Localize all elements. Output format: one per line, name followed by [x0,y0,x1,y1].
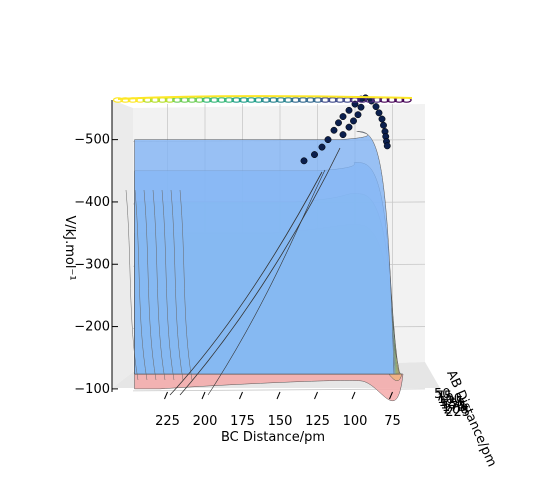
top-contour-projection [112,95,413,103]
trajectory-point [372,103,380,111]
contour-band [134,373,404,401]
top-contour-mark [186,97,198,103]
top-contour-mark [246,97,257,103]
top-contour-mark [320,97,331,103]
top-contour-mark [283,97,294,103]
potential-surface [134,130,404,401]
x-tick-mark [351,391,356,400]
trajectory [300,94,391,165]
y-tick-label: 75 [436,390,453,405]
x-tick-label: 200 [193,414,218,429]
wire-line [125,189,139,381]
y-tick-label: 50 [434,387,451,402]
top-contour-line [117,95,413,100]
trajectory-point [339,131,347,139]
trajectory-point [311,151,318,159]
x-tick-mark [389,391,393,400]
left-pane [112,100,133,388]
x-tick-label: 175 [230,414,255,429]
trajectory-point [345,123,353,131]
wire-line [169,171,323,396]
x-tick-label: 150 [268,414,293,429]
x-tick-label: 75 [384,414,401,429]
wire-line [152,189,166,381]
contour-band [134,130,395,375]
z-tick-label: −300 [74,257,110,272]
y-tick-label: 125 [439,395,464,410]
z-tick-label: −400 [74,195,110,210]
z-axis-label: V/kJ.mol⁻¹ [62,215,77,280]
x-tick-mark [314,391,318,400]
x-tick-label: 100 [343,414,368,429]
wire-line [134,189,148,381]
x-tick-mark [164,391,168,400]
top-contour-mark [334,97,346,103]
x-tick-mark [201,391,206,400]
surface-wireframe [125,147,341,396]
top-contour-mark [231,97,242,103]
top-contour-mark [112,97,124,103]
wire-line [170,189,184,381]
x-axis-label: BC Distance/pm [221,430,325,445]
wire-line [207,169,326,396]
z-tick-label: −500 [74,133,110,148]
trajectory-point [380,121,387,129]
trajectory-point [330,126,338,134]
trajectory-point [324,136,332,144]
trajectory-point [300,157,308,165]
top-contour-mark [216,97,227,103]
trajectory-point [378,115,386,123]
top-contour-mark [209,97,220,103]
trajectory-point [357,103,365,111]
x-tick-mark [276,391,281,400]
trajectory-point [350,117,357,125]
y-tick-label: 150 [440,397,465,412]
x-tick-label: 125 [305,414,330,429]
top-contour-mark [253,97,264,103]
top-contour-mark [290,97,301,103]
y-tick-label: 225 [445,405,470,420]
top-contour-mark [312,97,323,103]
x-tick-label: 225 [155,414,180,429]
trajectory-point [318,143,326,151]
top-contour-mark [268,97,279,103]
wire-line [143,189,157,381]
z-axis-ticks: −500 −400 −300 −200 −100 [74,133,118,397]
top-contour-mark [201,97,212,103]
top-contour-mark [260,97,272,103]
y-tick-label: 175 [442,400,467,415]
top-contour-mark [305,97,316,103]
top-contour-mark [297,97,309,103]
y-tick-label: 200 [444,403,469,418]
x-tick-mark [239,391,243,400]
top-contour-mark [275,97,286,103]
trajectory-point [335,119,342,127]
wire-line [161,189,175,381]
trajectory-point [383,142,391,150]
wire-line [179,147,341,396]
top-contour-mark [327,97,338,103]
top-contour-mark [194,97,205,103]
trajectory-point [354,111,362,119]
top-contour-mark [223,97,235,103]
trajectory-point [339,113,347,121]
x-axis-ticks: 225 200 175 150 125 100 75 [155,391,401,429]
y-tick-label: 100 [437,392,462,407]
trajectory-point [345,106,353,114]
z-tick-label: −200 [74,320,110,335]
wire-line [179,189,193,381]
top-contour-mark [238,97,249,103]
z-tick-label: −100 [74,382,110,397]
trajectory-point [375,109,383,117]
